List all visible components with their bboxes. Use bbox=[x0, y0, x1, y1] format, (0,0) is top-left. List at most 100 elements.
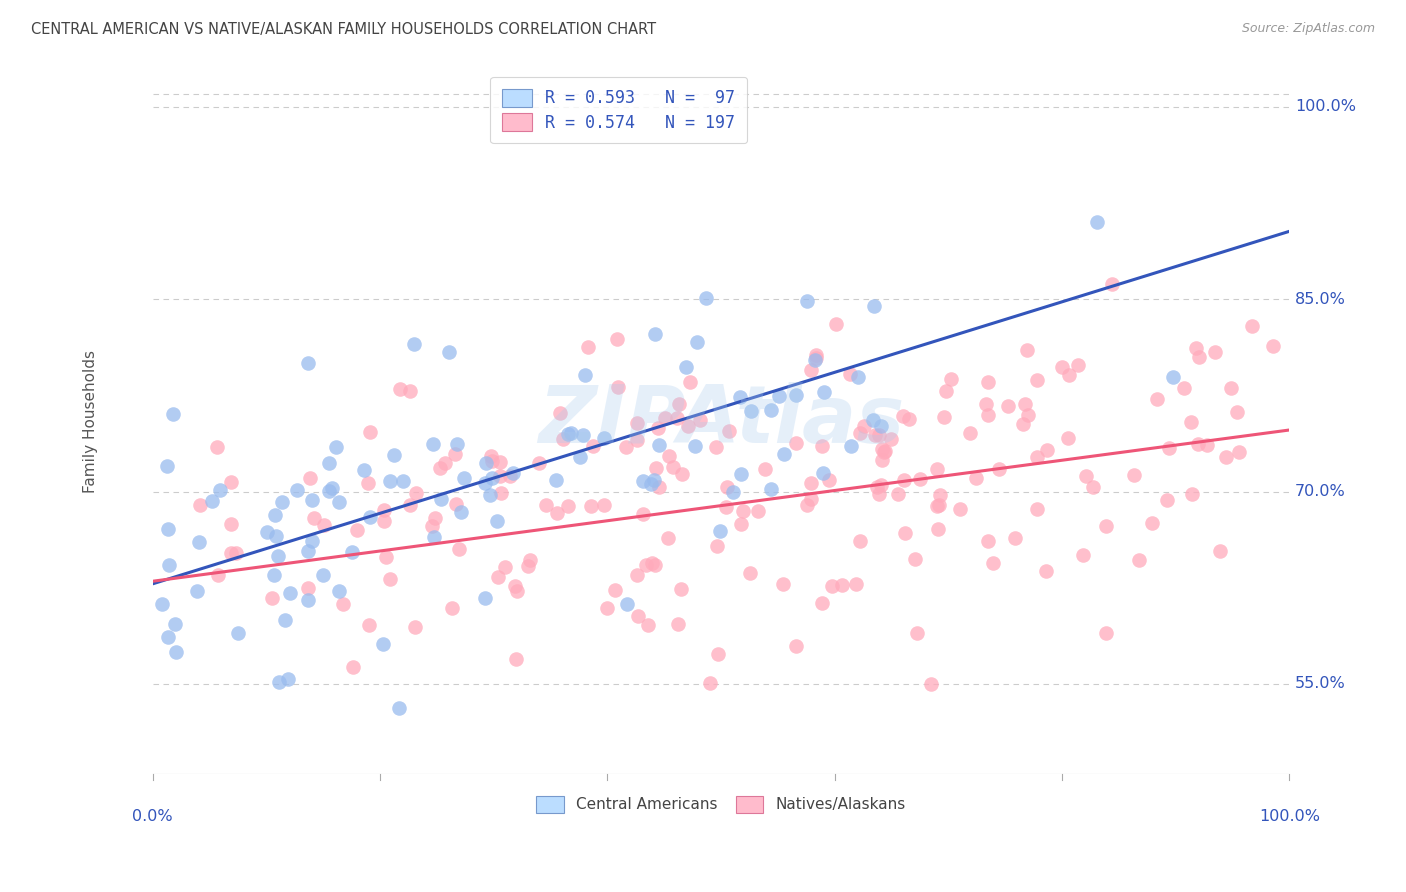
Point bbox=[373, 503, 395, 517]
Point bbox=[959, 426, 981, 441]
Point bbox=[593, 431, 616, 445]
Point bbox=[474, 591, 496, 605]
Point bbox=[1227, 445, 1250, 459]
Point bbox=[810, 439, 832, 453]
Point bbox=[527, 456, 550, 470]
Point bbox=[404, 620, 426, 634]
Point bbox=[716, 500, 738, 515]
Text: Source: ZipAtlas.com: Source: ZipAtlas.com bbox=[1241, 22, 1375, 36]
Point bbox=[450, 505, 472, 519]
Point bbox=[328, 584, 350, 599]
Point bbox=[800, 491, 823, 506]
Point bbox=[264, 508, 287, 522]
Point bbox=[804, 353, 827, 368]
Point bbox=[636, 558, 658, 573]
Point bbox=[321, 481, 343, 495]
Point bbox=[557, 499, 579, 513]
Point bbox=[152, 597, 174, 611]
Point bbox=[162, 407, 184, 421]
Point bbox=[716, 480, 738, 494]
Point bbox=[188, 534, 211, 549]
Point bbox=[312, 568, 335, 582]
Point bbox=[824, 318, 846, 332]
Point bbox=[747, 504, 769, 518]
Point bbox=[1173, 381, 1195, 395]
Point bbox=[965, 471, 987, 485]
Point bbox=[658, 449, 681, 463]
Point bbox=[679, 375, 702, 389]
Point bbox=[904, 551, 927, 566]
Point bbox=[935, 384, 957, 399]
Point bbox=[1180, 415, 1202, 429]
Point bbox=[277, 672, 299, 686]
Point bbox=[731, 504, 754, 518]
Point bbox=[862, 413, 884, 427]
Point bbox=[157, 631, 180, 645]
Point bbox=[730, 390, 752, 404]
Point bbox=[730, 516, 752, 531]
Point bbox=[662, 460, 685, 475]
Point bbox=[596, 600, 619, 615]
Point bbox=[654, 411, 676, 425]
Point bbox=[557, 426, 579, 441]
Point bbox=[633, 475, 655, 489]
Point bbox=[440, 601, 463, 615]
Point bbox=[997, 399, 1019, 413]
Point bbox=[166, 645, 188, 659]
Point bbox=[870, 477, 893, 491]
Point bbox=[285, 483, 308, 497]
Point bbox=[301, 492, 323, 507]
Point bbox=[266, 549, 288, 564]
Point bbox=[548, 406, 571, 420]
Point bbox=[644, 461, 666, 475]
Point bbox=[626, 568, 648, 582]
Point bbox=[648, 438, 671, 452]
Point bbox=[839, 439, 862, 453]
Point bbox=[981, 556, 1004, 570]
Point bbox=[375, 549, 398, 564]
Point bbox=[505, 651, 527, 665]
Point bbox=[1085, 215, 1108, 229]
Point bbox=[453, 471, 475, 485]
Point bbox=[359, 510, 381, 524]
Point bbox=[328, 495, 350, 509]
Point bbox=[505, 583, 527, 598]
Point bbox=[865, 480, 887, 494]
Point bbox=[576, 340, 599, 354]
Point bbox=[626, 416, 648, 430]
Point bbox=[759, 482, 782, 496]
Point bbox=[574, 368, 596, 382]
Point bbox=[706, 539, 728, 553]
Point bbox=[1140, 516, 1163, 530]
Point bbox=[1094, 519, 1116, 533]
Point bbox=[873, 443, 896, 458]
Point bbox=[987, 462, 1010, 476]
Point bbox=[627, 609, 650, 624]
Point bbox=[785, 387, 807, 401]
Point bbox=[868, 487, 890, 501]
Point bbox=[640, 477, 662, 491]
Point bbox=[1159, 441, 1181, 455]
Point bbox=[278, 586, 301, 600]
Point bbox=[1195, 438, 1218, 452]
Point bbox=[420, 519, 443, 533]
Point bbox=[631, 508, 654, 522]
Point bbox=[614, 440, 637, 454]
Point bbox=[887, 487, 910, 501]
Point bbox=[342, 660, 364, 674]
Point bbox=[498, 468, 520, 483]
Point bbox=[572, 428, 595, 442]
Point bbox=[434, 456, 457, 470]
Point bbox=[908, 472, 931, 486]
Point bbox=[443, 447, 465, 461]
Point bbox=[880, 432, 903, 446]
Point bbox=[785, 435, 807, 450]
Point bbox=[820, 579, 842, 593]
Point bbox=[796, 293, 818, 308]
Point bbox=[686, 334, 709, 349]
Point bbox=[263, 567, 285, 582]
Point bbox=[846, 370, 869, 384]
Point bbox=[502, 466, 524, 480]
Point bbox=[209, 483, 232, 497]
Point bbox=[560, 425, 582, 440]
